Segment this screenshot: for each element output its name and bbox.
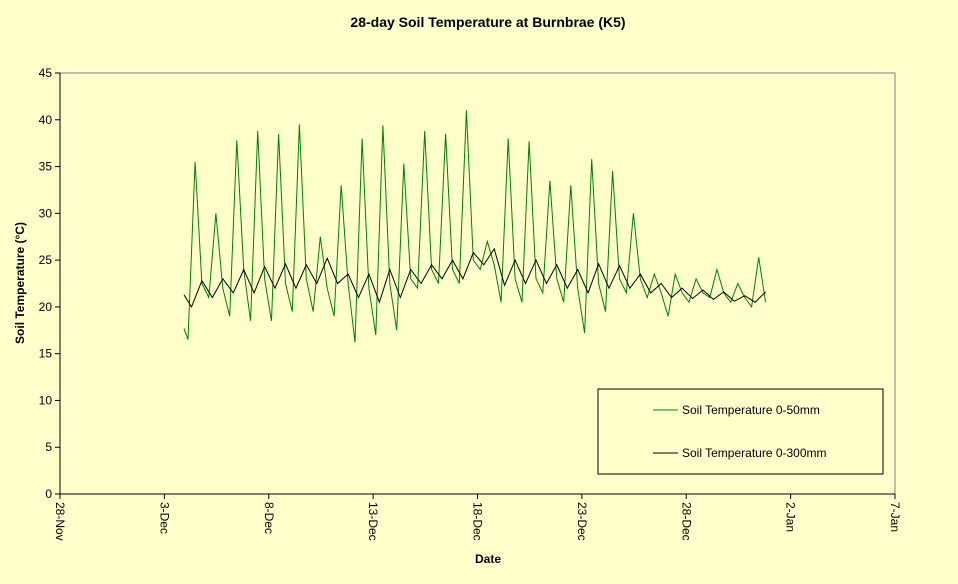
x-tick-label: 7-Jan: [888, 502, 902, 532]
legend-label: Soil Temperature 0-300mm: [682, 446, 827, 460]
y-axis-label: Soil Temperature (°C): [13, 222, 27, 344]
y-tick-label: 30: [39, 206, 53, 220]
y-tick-label: 35: [39, 160, 53, 174]
x-tick-label: 28-Nov: [53, 502, 67, 541]
x-tick-label: 3-Dec: [157, 502, 171, 534]
x-tick-label: 8-Dec: [262, 502, 276, 534]
series-line: [183, 110, 767, 343]
x-tick-label: 13-Dec: [366, 502, 380, 541]
x-tick-label: 23-Dec: [575, 502, 589, 541]
y-tick-label: 10: [39, 393, 53, 407]
x-tick-label: 28-Dec: [679, 502, 693, 541]
x-tick-label: 18-Dec: [471, 502, 485, 541]
legend-label: Soil Temperature 0-50mm: [682, 403, 820, 417]
y-tick-label: 15: [39, 347, 53, 361]
y-tick-label: 0: [45, 487, 52, 501]
x-tick-label: 2-Jan: [784, 502, 798, 532]
series-line: [183, 247, 766, 309]
y-tick-label: 5: [45, 440, 52, 454]
chart-title: 28-day Soil Temperature at Burnbrae (K5): [350, 14, 625, 30]
y-tick-label: 45: [39, 66, 53, 80]
y-tick-label: 20: [39, 300, 53, 314]
x-axis-label: Date: [475, 552, 501, 566]
y-tick-label: 40: [39, 113, 53, 127]
y-tick-label: 25: [39, 253, 53, 267]
legend-box: [597, 388, 884, 475]
